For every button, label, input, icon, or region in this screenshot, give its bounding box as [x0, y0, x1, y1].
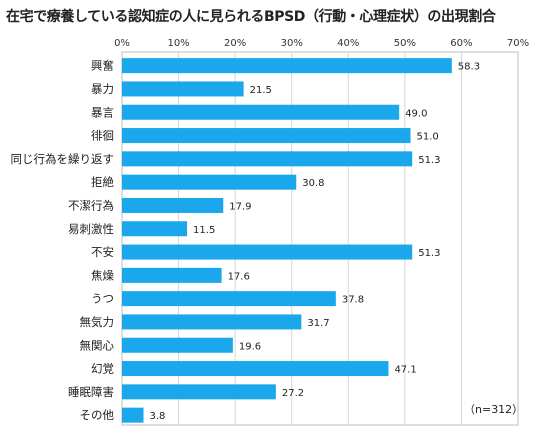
chart-title: 在宅で療養している認知症の人に見られるBPSD（行動・心理症状）の出現割合: [6, 9, 496, 25]
bar: [122, 151, 413, 167]
bar: [122, 104, 400, 120]
category-label: 無気力: [80, 315, 115, 329]
sample-size-note: （n=312）: [464, 403, 524, 416]
x-tick-label: 0%: [114, 38, 130, 49]
bar: [122, 58, 452, 74]
bar: [122, 337, 233, 353]
bar: [122, 128, 411, 144]
bar: [122, 407, 144, 423]
bar: [122, 174, 297, 190]
category-label: 暴力: [91, 82, 114, 96]
category-label: うつ: [91, 292, 114, 306]
bar: [122, 197, 224, 213]
x-tick-label: 70%: [507, 38, 529, 49]
category-label: 興奮: [91, 59, 114, 73]
bar: [122, 314, 302, 330]
data-label: 49.0: [405, 108, 427, 119]
category-label: 同じ行為を繰り返す: [11, 152, 115, 166]
data-label: 37.8: [342, 295, 364, 306]
data-label: 17.6: [228, 271, 250, 282]
x-tick-label: 40%: [337, 38, 359, 49]
data-label: 11.5: [193, 225, 215, 236]
bar: [122, 291, 336, 307]
category-label: 睡眠障害: [68, 385, 114, 399]
data-label: 58.3: [458, 62, 480, 73]
category-label: その他: [80, 408, 115, 422]
x-tick-label: 50%: [394, 38, 416, 49]
category-label: 無関心: [80, 338, 115, 352]
bar: [122, 81, 244, 97]
category-label: 不潔行為: [68, 198, 114, 212]
data-label: 3.8: [149, 411, 165, 422]
data-label: 31.7: [307, 318, 329, 329]
bar: [122, 361, 389, 377]
data-label: 21.5: [250, 85, 272, 96]
category-label: 不安: [91, 245, 114, 259]
data-label: 51.0: [417, 132, 439, 143]
category-label: 幻覚: [91, 362, 114, 376]
category-label: 暴言: [91, 105, 114, 119]
x-tick-label: 30%: [281, 38, 303, 49]
bar: [122, 244, 413, 260]
x-tick-label: 10%: [167, 38, 189, 49]
bar: [122, 221, 188, 237]
data-label: 27.2: [282, 388, 304, 399]
data-label: 19.6: [239, 341, 261, 352]
data-label: 51.3: [418, 155, 440, 166]
category-label: 焦燥: [91, 268, 114, 282]
data-label: 51.3: [418, 248, 440, 259]
bar: [122, 267, 222, 283]
bar: [122, 384, 276, 400]
category-label: 徘徊: [91, 129, 114, 143]
data-label: 30.8: [302, 178, 324, 189]
category-label: 拒絶: [91, 175, 114, 189]
x-tick-label: 60%: [450, 38, 472, 49]
category-label: 易刺激性: [68, 222, 114, 236]
data-label: 17.9: [229, 201, 251, 212]
x-tick-label: 20%: [224, 38, 246, 49]
data-label: 47.1: [394, 365, 416, 376]
